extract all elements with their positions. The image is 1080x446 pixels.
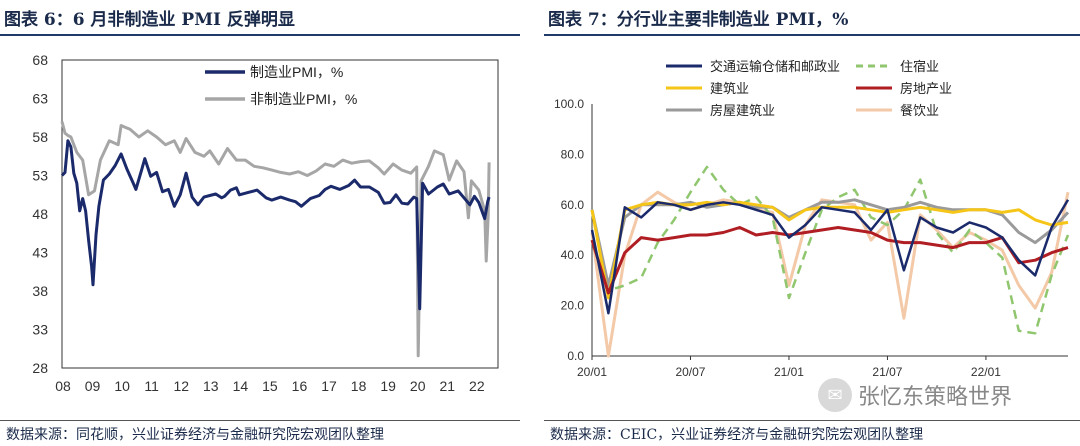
x-tick-label: 17 [321,378,337,394]
series-line-1 [590,165,1070,335]
x-tick-label: 22/01 [971,365,1001,379]
watermark: ✉ 张忆东策略世界 [818,378,1012,412]
x-tick-label: 09 [85,378,101,394]
x-tick-label: 14 [233,378,249,394]
x-tick-label: 20/07 [675,365,705,379]
x-tick-label: 20/01 [577,365,607,379]
legend-label: 房地产业 [900,81,952,96]
y-tick-label: 20.0 [561,299,585,313]
x-tick-label: 11 [144,378,159,394]
left-chart: 68 63 58 53 48 43 38 33 28 08 09 10 11 12 13 14 15 16 17 18… [32,52,499,394]
y-tick-label: 80.0 [561,147,585,161]
y-tick-label: 43 [32,245,48,261]
left-footer-rule [0,420,520,421]
legend-label: 非制造业PMI，% [250,91,357,107]
series-line-2 [590,200,1069,300]
x-tick-label: 22 [469,378,485,394]
y-tick-label: 60.0 [561,198,585,212]
y-tick-label: 0.0 [567,349,584,363]
series-line-0 [590,199,1070,315]
x-tick-label: 19 [380,378,396,394]
legend-label: 房屋建筑业 [710,103,775,118]
y-tick-label: 63 [32,91,48,107]
y-tick-label: 68 [32,52,48,68]
x-tick-label: 15 [262,378,278,394]
legend-label: 住宿业 [900,59,939,74]
right-title-rule [544,34,1080,36]
y-tick-label: 100.0 [554,97,584,111]
y-tick-label: 48 [32,206,48,222]
wechat-icon: ✉ [818,378,852,412]
x-tick-label: 16 [292,378,308,394]
watermark-text: 张忆东策略世界 [858,385,1013,410]
legend-label: 建筑业 [710,81,749,96]
right-chart: 100.0 80.0 60.0 40.0 20.0 0.0 20/01 20/07 21/01 2… [554,59,1070,379]
x-tick-label: 21/01 [774,365,804,379]
right-chart-source: 数据来源：CEIC，兴业证券经济与金融研究院宏观团队整理 [550,427,924,443]
right-chart-title: 图表 7：分行业主要非制造业 PMI，% [548,9,849,30]
x-tick-label: 18 [351,378,367,394]
legend-label: 制造业PMI，% [250,64,343,80]
plot-frame [61,59,499,369]
right-footer-rule [544,420,1080,421]
y-tick-label: 40.0 [561,248,585,262]
y-tick-label: 28 [32,360,48,376]
x-tick-label: 21/07 [872,365,902,379]
x-tick-label: 12 [173,378,189,394]
y-tick-label: 58 [32,129,48,145]
left-title-rule [0,34,520,36]
y-tick-label: 33 [32,322,48,338]
left-chart-title: 图表 6：6 月非制造业 PMI 反弹明显 [4,9,295,30]
x-tick-label: 10 [114,378,130,394]
legend-label: 交通运输仓储和邮政业 [710,59,840,74]
y-tick-label: 38 [32,283,48,299]
series-line-non-manufacturing [60,121,491,358]
x-tick-label: 08 [55,378,71,394]
x-tick-label: 13 [203,378,219,394]
legend-label: 餐饮业 [900,103,939,118]
series-line-5 [590,190,1070,358]
series-line-manufacturing [60,139,491,311]
left-chart-source: 数据来源：同花顺，兴业证券经济与金融研究院宏观团队整理 [6,427,384,443]
x-tick-label: 20 [410,378,426,394]
x-tick-label: 21 [439,378,455,394]
y-tick-label: 53 [32,168,48,184]
series-line-3 [590,226,1069,295]
